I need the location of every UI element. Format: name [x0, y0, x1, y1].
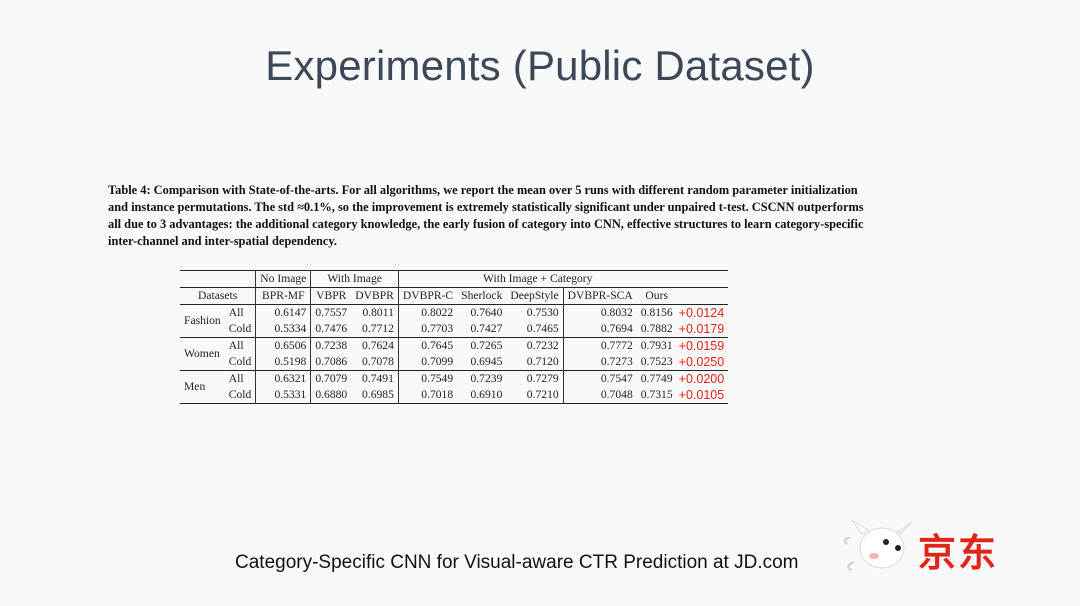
cell-value: 0.7712 [351, 321, 399, 338]
cell-value-ours: 0.7931 [640, 339, 673, 352]
cell-value: 0.7018 [421, 388, 454, 401]
gain-annotation: +0.0159 [678, 339, 725, 353]
cell-value: 0.7238 [315, 339, 348, 352]
cell-value: 0.7694 [600, 322, 633, 335]
col-header-vbpr: VBPR [316, 289, 347, 302]
cell-value: 0.7210 [506, 387, 564, 404]
jd-logo-text: 京东 [918, 531, 999, 575]
split-label: Cold [224, 387, 257, 404]
gain-annotation: +0.0179 [678, 322, 725, 336]
cell-value: 0.7232 [506, 337, 564, 354]
cell-value: 0.7645 [421, 339, 454, 352]
table-caption: Table 4: Comparison with State-of-the-ar… [108, 183, 864, 248]
dataset-label: Women [184, 347, 220, 360]
cell-value: 0.7703 [421, 322, 454, 335]
table-row: Fashion All 0.6147 0.7557 0.8011 0.8022 … [180, 304, 729, 327]
table-row: Men All 0.6321 0.7079 0.7491 0.7549 0.72… [180, 370, 729, 393]
cell-value: 0.6945 [470, 355, 503, 368]
slide-title: Experiments (Public Dataset) [265, 42, 815, 89]
cell-value: 0.7491 [351, 370, 399, 387]
col-header-bprmf: BPR-MF [255, 287, 312, 305]
cell-value: 0.6910 [470, 388, 503, 401]
col-header-sherlock: Sherlock [461, 289, 503, 302]
cell-value: 0.6321 [255, 370, 312, 387]
slide-footer: Category-Specific CNN for Visual-aware C… [235, 552, 799, 573]
cell-value: 0.7427 [470, 322, 503, 335]
cell-value: 0.7078 [351, 354, 399, 371]
table-row: Cold 0.5334 0.7476 0.7712 0.7703 0.7427 … [180, 321, 728, 338]
results-table: No Image With Image With Image + Categor… [180, 270, 729, 404]
dataset-label: Men [184, 380, 206, 393]
cell-value: 0.6880 [315, 388, 348, 401]
gain-annotation: +0.0200 [678, 372, 725, 386]
cell-value: 0.7547 [600, 372, 633, 385]
cell-value: 0.5334 [255, 321, 312, 338]
split-label: Cold [224, 354, 257, 371]
cell-value: 0.7530 [506, 304, 564, 321]
cell-value: 0.7624 [351, 337, 399, 354]
cell-value: 0.7048 [600, 388, 633, 401]
table-row: Cold 0.5198 0.7086 0.7078 0.7099 0.6945 … [180, 354, 728, 371]
split-label: All [224, 370, 257, 387]
dataset-label: Fashion [184, 314, 221, 327]
table-row: Women All 0.6506 0.7238 0.7624 0.7645 0.… [180, 337, 729, 360]
cell-value: 0.7772 [600, 339, 633, 352]
col-header-deepstyle: DeepStyle [506, 287, 564, 305]
cell-value: 0.8032 [600, 306, 633, 319]
cell-value-ours: 0.8156 [640, 306, 673, 319]
group-header-with-image: With Image [310, 270, 399, 288]
table-row: Cold 0.5331 0.6880 0.6985 0.7018 0.6910 … [180, 387, 729, 404]
cell-value: 0.6147 [255, 304, 312, 321]
cell-value: 0.7086 [315, 355, 348, 368]
cell-value: 0.7557 [315, 306, 348, 319]
gain-annotation: +0.0250 [678, 355, 725, 369]
gain-annotation: +0.0124 [678, 306, 725, 320]
group-header-no-image: No Image [255, 270, 312, 288]
cell-value: 0.7640 [470, 306, 503, 319]
col-header-dvbpr-c: DVBPR-C [402, 289, 454, 302]
split-label: All [224, 337, 257, 354]
cell-value-ours: 0.7882 [640, 322, 673, 335]
cell-value: 0.8022 [421, 306, 454, 319]
col-header-ours: Ours [645, 289, 668, 302]
cell-value: 0.7120 [506, 354, 564, 371]
cell-value: 0.7273 [600, 355, 633, 368]
cell-value-ours: 0.7523 [640, 355, 673, 368]
jd-dog-mascot-icon [844, 519, 913, 571]
cell-value: 0.7079 [315, 372, 348, 385]
col-header-datasets: Datasets [180, 287, 257, 305]
group-header-with-image-category: With Image + Category [483, 272, 593, 285]
cell-value: 0.7549 [421, 372, 454, 385]
split-label: Cold [224, 321, 257, 338]
cell-value: 0.7099 [421, 355, 454, 368]
cell-value-ours: 0.7749 [640, 372, 673, 385]
cell-value: 0.8011 [351, 304, 399, 321]
cell-value: 0.7239 [470, 372, 503, 385]
cell-value: 0.6985 [351, 387, 399, 404]
cell-value: 0.6506 [255, 337, 312, 354]
col-header-dvbpr: DVBPR [351, 287, 399, 305]
cell-value-ours: 0.7315 [640, 388, 673, 401]
cell-value: 0.7465 [506, 321, 564, 338]
cell-value: 0.5198 [255, 354, 312, 371]
gain-annotation: +0.0105 [678, 388, 725, 402]
cell-value: 0.7279 [506, 370, 564, 387]
cell-value: 0.5331 [255, 387, 312, 404]
col-header-dvbpr-sca: DVBPR-SCA [567, 289, 633, 302]
cell-value: 0.7476 [315, 322, 348, 335]
cell-value: 0.7265 [470, 339, 503, 352]
split-label: All [224, 304, 257, 321]
